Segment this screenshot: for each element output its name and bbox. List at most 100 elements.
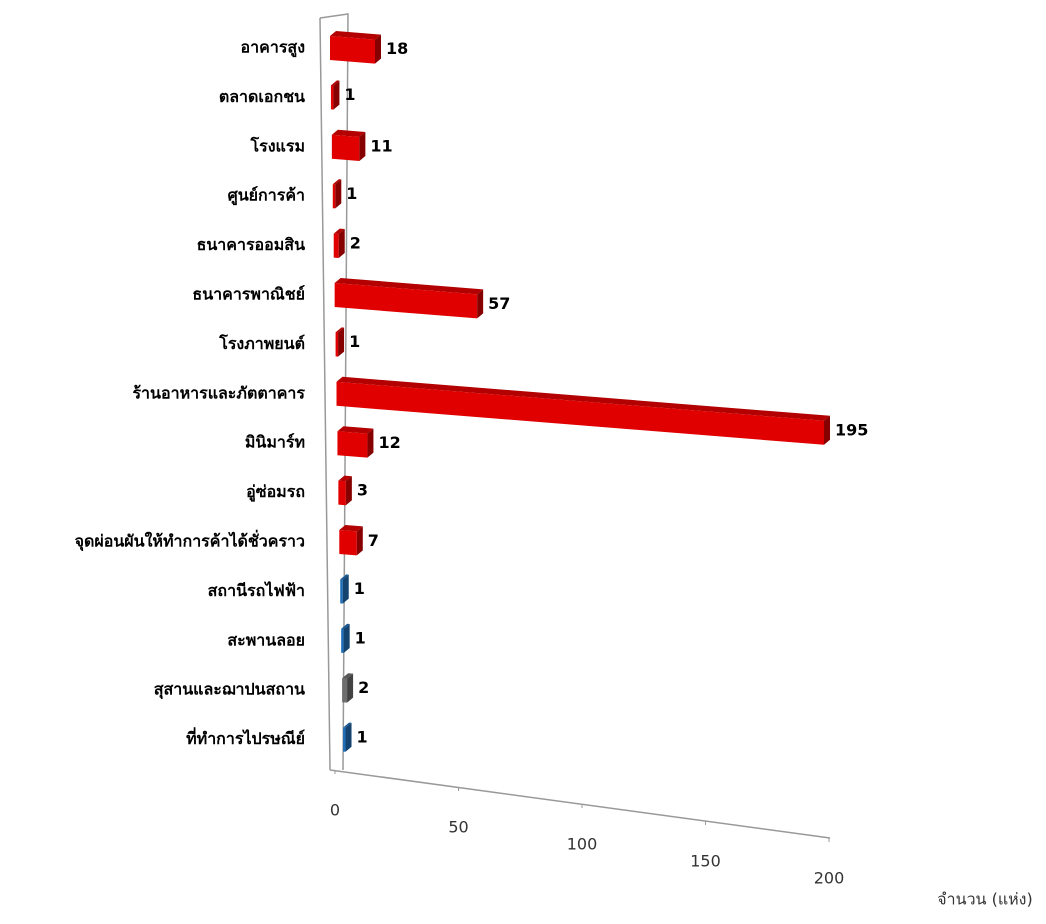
- bar-top: [337, 426, 374, 434]
- bar: [330, 31, 381, 64]
- bar-top: [335, 327, 345, 333]
- value-label: 2: [358, 678, 369, 697]
- bar-side: [342, 574, 349, 604]
- bar-front: [343, 727, 346, 752]
- bar: [330, 80, 340, 110]
- bar: [338, 475, 352, 506]
- bar-front: [333, 233, 339, 258]
- category-label: มินิมาร์ท: [245, 433, 305, 452]
- value-label: 1: [344, 85, 355, 104]
- category-label: สะพานลอย: [227, 630, 305, 649]
- bar-side: [343, 624, 350, 653]
- x-axis-label: จำนวน (แห่ง): [937, 890, 1032, 909]
- value-label: 11: [370, 137, 392, 156]
- category-label: จุดผ่อนผันให้ทำการค้าได้ชั่วคราว: [75, 530, 305, 552]
- bar-front: [339, 530, 357, 556]
- bar-side: [824, 415, 831, 445]
- bar: [331, 129, 366, 161]
- bar-side: [477, 289, 484, 319]
- category-label: ตลาดเอกชน: [219, 87, 305, 106]
- bar: [340, 574, 349, 604]
- category-label: โรงแรม: [250, 135, 305, 155]
- bar-top: [342, 673, 354, 679]
- bar-top: [336, 376, 831, 421]
- value-label: 1: [354, 579, 365, 598]
- x-tick-label: 200: [814, 869, 845, 888]
- bar: [339, 525, 363, 556]
- bar-top: [333, 228, 345, 234]
- bar: [334, 278, 484, 319]
- category-label: ธนาคารออมสิน: [197, 235, 306, 254]
- x-tick-label: 0: [330, 801, 340, 820]
- value-label: 195: [835, 420, 868, 439]
- back-wall: [319, 13, 349, 771]
- bar-side: [375, 34, 381, 64]
- bar-top: [334, 278, 484, 295]
- bar-top: [341, 623, 350, 629]
- bar-side: [338, 229, 345, 258]
- bar-front: [330, 85, 334, 110]
- category-label: สถานีรถไฟฟ้า: [208, 581, 305, 600]
- category-label: ที่ทำการไปรษณีย์: [186, 727, 305, 748]
- bar-front: [342, 678, 348, 703]
- bar-side: [335, 179, 342, 209]
- bar: [343, 722, 352, 752]
- bar-top: [340, 574, 349, 580]
- bar-front: [340, 579, 343, 604]
- bar-side: [356, 526, 363, 556]
- bar-side: [338, 327, 345, 357]
- value-label: 18: [386, 39, 408, 58]
- bar-front: [338, 480, 346, 506]
- bar-front: [331, 134, 360, 161]
- bar-top: [332, 179, 342, 185]
- bar-front: [337, 431, 368, 458]
- category-label: อาคารสูง: [241, 38, 305, 59]
- x-tick-label: 150: [690, 852, 721, 871]
- category-label: สุสานและฌาปนสถาน: [154, 680, 305, 700]
- bar-side: [345, 722, 352, 752]
- bar: [333, 228, 345, 258]
- category-label: โรงภาพยนต์: [218, 333, 305, 353]
- wall-edge: [319, 17, 331, 771]
- value-label: 7: [368, 531, 379, 550]
- bar-front: [335, 332, 339, 357]
- bar-top: [339, 525, 363, 532]
- category-label: ธนาคารพาณิชย์: [192, 285, 305, 304]
- bar-side: [359, 132, 366, 161]
- bar-side: [367, 428, 374, 458]
- bar: [341, 623, 350, 653]
- bar: [336, 376, 831, 445]
- value-label: 3: [357, 481, 368, 500]
- bar-front: [341, 628, 344, 653]
- bar-side: [333, 80, 340, 110]
- value-label: 1: [355, 629, 366, 648]
- x-tick-label: 50: [448, 818, 468, 837]
- value-label: 12: [378, 433, 400, 452]
- x-tick-label: 100: [567, 835, 598, 854]
- value-label: 1: [349, 332, 360, 351]
- bar-front: [332, 184, 336, 209]
- bar-side: [345, 476, 352, 506]
- bar: [332, 179, 342, 209]
- category-label: อู่ซ่อมรถ: [246, 482, 305, 503]
- bar-top: [331, 129, 366, 137]
- category-label: ร้านอาหารและภัตตาคาร: [132, 383, 305, 402]
- bar-front: [334, 283, 478, 319]
- value-label: 2: [350, 234, 361, 253]
- bar-side: [347, 673, 354, 703]
- bar-top: [330, 80, 340, 86]
- category-label: ศูนย์การค้า: [228, 186, 305, 207]
- bar: [337, 426, 374, 458]
- value-label: 57: [488, 294, 510, 313]
- value-label: 1: [346, 184, 357, 203]
- bar-top: [330, 31, 381, 40]
- x-axis-line: [329, 769, 831, 839]
- bar: [335, 327, 345, 357]
- bar-front: [336, 381, 825, 445]
- bar-top: [343, 722, 352, 728]
- bar-front: [330, 36, 375, 64]
- value-label: 1: [357, 727, 368, 746]
- bar-top: [338, 475, 352, 482]
- bar: [342, 673, 354, 703]
